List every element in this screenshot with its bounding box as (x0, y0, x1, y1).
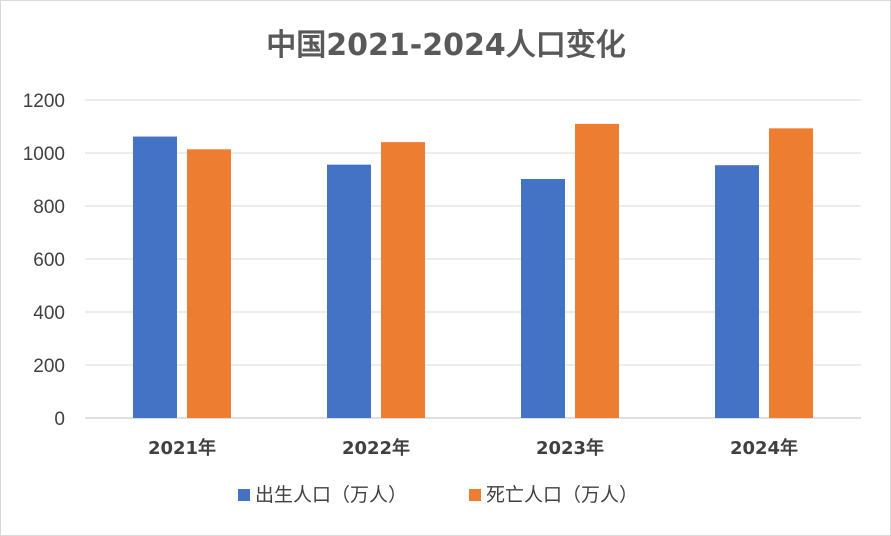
legend-label: 死亡人口（万人） (486, 484, 638, 506)
bar-deaths-2023年 (575, 123, 619, 418)
bar-deaths-2022年 (381, 142, 425, 418)
bars (133, 123, 813, 419)
y-tick-label: 0 (54, 409, 65, 430)
legend-label: 出生人口（万人） (255, 484, 407, 506)
x-tick-label: 2021年 (148, 437, 216, 459)
y-tick-label: 1200 (23, 91, 65, 112)
chart-title: 中国2021-2024人口变化 (266, 28, 625, 63)
x-tick-label: 2022年 (342, 437, 410, 459)
bar-births-2021年 (133, 136, 177, 418)
legend-swatch (469, 489, 481, 501)
x-tick-label: 2024年 (730, 437, 798, 459)
bar-births-2022年 (327, 164, 371, 418)
y-tick-label: 200 (33, 356, 65, 377)
x-tick-label: 2023年 (536, 437, 604, 459)
bar-births-2023年 (521, 178, 565, 418)
y-tick-label: 800 (33, 197, 65, 218)
x-axis: 2021年 2022年 2023年 2024年 (148, 437, 798, 459)
y-tick-label: 600 (33, 250, 65, 271)
legend: 出生人口（万人） 死亡人口（万人） (238, 484, 638, 506)
legend-swatch (238, 489, 250, 501)
y-axis: 0 200 400 600 800 1000 1200 (23, 91, 65, 430)
bar-births-2024年 (715, 165, 759, 418)
y-tick-label: 400 (33, 303, 65, 324)
bar-deaths-2024年 (769, 128, 813, 418)
y-tick-label: 1000 (23, 144, 65, 165)
bar-deaths-2021年 (187, 149, 231, 419)
